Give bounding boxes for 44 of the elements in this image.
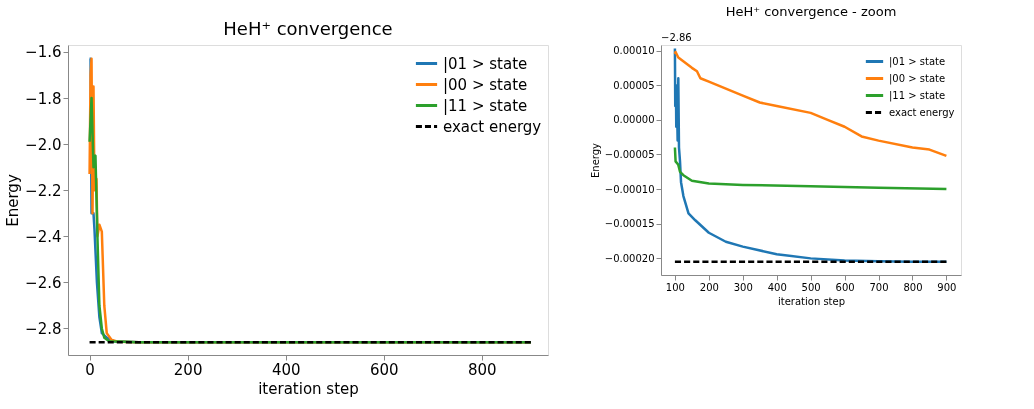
x-tick-label: 100	[665, 281, 685, 293]
legend-label: |01 > state	[443, 54, 528, 73]
y-tick-label: 0.00005	[613, 79, 655, 91]
legend-label: |11 > state	[889, 89, 946, 102]
legend-label: |11 > state	[443, 96, 528, 115]
chart-title: HeH⁺ convergence - zoom	[725, 4, 897, 19]
chart-title: HeH⁺ convergence	[223, 17, 393, 39]
y-tick-label: 0.00000	[613, 114, 655, 126]
x-axis-title: iteration step	[258, 379, 359, 398]
x-tick-label: 0	[85, 360, 95, 379]
line-series	[673, 146, 948, 191]
x-tick-label: 900	[937, 281, 957, 293]
x-axis-title: iteration step	[777, 295, 846, 307]
legend-label: exact energy	[889, 106, 955, 118]
y-tick-label: −0.00020	[604, 252, 655, 264]
x-tick-label: 400	[271, 360, 301, 379]
y-tick-label: −2.6	[25, 273, 62, 292]
y-axis-title: Energy	[4, 174, 23, 227]
x-tick-label: 700	[869, 281, 889, 293]
y-tick-label: −1.8	[25, 89, 62, 108]
legend-label: |01 > state	[889, 55, 946, 68]
x-tick-label: 200	[173, 360, 203, 379]
x-tick-label: 400	[767, 281, 787, 293]
y-tick-label: −2.2	[25, 181, 62, 200]
y-tick-label: −0.00010	[604, 183, 655, 195]
text: −2.86	[661, 32, 692, 43]
x-tick-label: 300	[733, 281, 753, 293]
y-tick-label: −0.00015	[604, 218, 655, 230]
legend-label: |00 > state	[443, 75, 528, 94]
y-tick-label: −2.8	[25, 319, 62, 338]
y-axis-title: Energy	[589, 142, 601, 179]
x-tick-label: 600	[369, 360, 399, 379]
y-tick-label: −1.6	[25, 43, 62, 62]
x-tick-label: 600	[835, 281, 855, 293]
x-tick-label: 200	[699, 281, 719, 293]
y-tick-label: −0.00005	[604, 148, 655, 160]
y-tick-label: 0.00010	[613, 45, 655, 57]
x-tick-label: 800	[903, 281, 923, 293]
x-tick-label: 800	[467, 360, 497, 379]
y-tick-label: −2.4	[25, 227, 62, 246]
x-tick-label: 500	[801, 281, 821, 293]
y-tick-label: −2.0	[25, 135, 62, 154]
legend-label: |00 > state	[889, 72, 946, 85]
legend-label: exact energy	[443, 117, 542, 136]
